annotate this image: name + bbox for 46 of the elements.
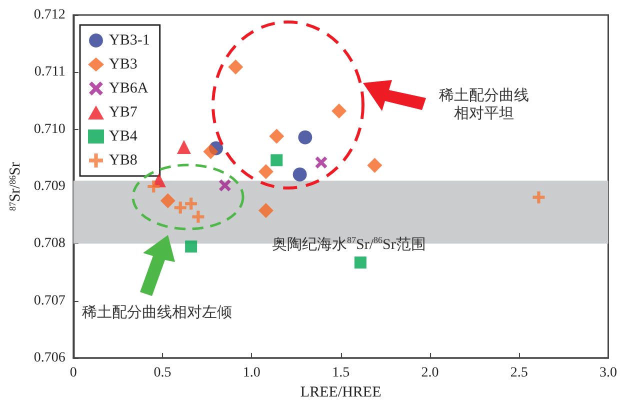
point: [367, 158, 382, 173]
y-tick-label: 0.709: [34, 179, 66, 194]
legend-label: YB8: [109, 152, 138, 168]
point: [185, 240, 198, 253]
point: [315, 156, 328, 168]
point: [258, 164, 274, 180]
point: [218, 179, 231, 192]
x-tick-label: 1.0: [242, 366, 260, 380]
y-tick-label: 0.708: [34, 236, 66, 252]
y-axis-title: 87Sr/86Sr: [8, 162, 24, 211]
y-tick-label: 0.707: [34, 293, 66, 308]
x-axis-title: LREE/HREE: [300, 384, 382, 400]
point: [292, 168, 307, 182]
x-tick-label: 0: [70, 366, 77, 380]
point: [185, 198, 198, 210]
x-tick-label: 3.0: [600, 366, 617, 380]
x-tick-label: 1.5: [332, 366, 350, 380]
x-tick-label: 2.5: [510, 366, 528, 380]
x-tick-label: 2.0: [421, 366, 439, 380]
annotation: 稀土配分曲线相对左倾: [82, 304, 232, 322]
point: [228, 60, 244, 75]
annotation: 稀土配分曲线相对平坦: [438, 87, 530, 123]
y-tick-label: 0.706: [34, 350, 66, 366]
point: [270, 154, 283, 166]
y-tick-label: 0.710: [34, 122, 66, 137]
legend-label: YB7: [109, 104, 138, 120]
point: [298, 130, 312, 144]
point: [332, 104, 347, 119]
legend-label: YB6A: [109, 80, 148, 96]
y-tick-label: 0.711: [34, 64, 66, 80]
point: [160, 193, 176, 208]
legend-label: YB4: [109, 128, 138, 144]
point: [148, 180, 160, 192]
point: [354, 256, 366, 269]
point: [532, 191, 545, 204]
band-label: 奥陶纪海水$^{87}$Sr/$^{86}$Sr范围: [272, 235, 426, 254]
y-tick-label: 0.712: [34, 8, 66, 22]
point: [258, 203, 274, 218]
point: [176, 140, 191, 154]
point: [269, 128, 284, 144]
x-tick-label: 0.5: [154, 366, 172, 380]
legend-label: YB3: [109, 56, 138, 72]
point: [174, 202, 186, 214]
point: [203, 144, 218, 160]
legend-label: YB3-1: [109, 32, 150, 48]
point: [192, 210, 204, 223]
